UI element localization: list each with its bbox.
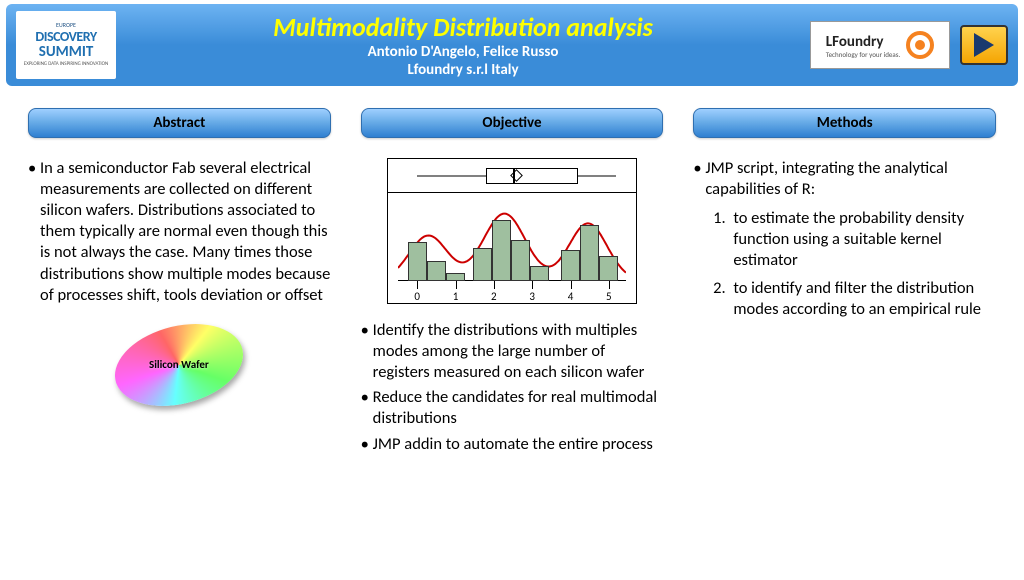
lfoundry-logo: LFoundry Technology for your ideas.	[810, 21, 950, 69]
x-tick-label: 2	[491, 290, 497, 303]
objective-bullet-3: JMP addin to automate the entire process	[361, 434, 664, 455]
methods-body: JMP script, integrating the analytical c…	[693, 158, 996, 320]
abstract-bullet: In a semiconductor Fab several electrica…	[28, 158, 331, 306]
logo-sub: EXPLORING DATA INSPIRING INNOVATION	[24, 62, 108, 68]
x-tick-label: 5	[606, 290, 612, 303]
methods-step-1: to estimate the probability density func…	[729, 208, 996, 271]
play-icon	[974, 33, 994, 57]
discovery-summit-logo: EUROPE DISCOVERY SUMMIT EXPLORING DATA I…	[16, 11, 116, 79]
affiliation: Lfoundry s.r.l Italy	[116, 61, 810, 79]
x-tick-label: 4	[568, 290, 574, 303]
abstract-body: In a semiconductor Fab several electrica…	[28, 158, 331, 404]
objective-bullet-2: Reduce the candidates for real multimoda…	[361, 387, 664, 429]
lfoundry-tagline: Technology for your ideas.	[826, 51, 900, 58]
histogram-bar	[427, 261, 446, 282]
histogram: 0 1 2 3 4 5	[388, 193, 636, 303]
wafer-label: Silicon Wafer	[149, 358, 209, 372]
histogram-bar	[446, 273, 465, 281]
objective-header: Objective	[361, 108, 664, 138]
title-header: EUROPE DISCOVERY SUMMIT EXPLORING DATA I…	[6, 4, 1018, 86]
x-tick	[571, 281, 572, 289]
multimodal-chart: 0 1 2 3 4 5	[387, 158, 637, 304]
x-tick-label: 1	[453, 290, 459, 303]
objective-bullet-1: Identify the distributions with multiple…	[361, 320, 664, 383]
play-button[interactable]	[960, 25, 1008, 65]
histogram-bar	[492, 220, 511, 282]
methods-intro: JMP script, integrating the analytical c…	[693, 158, 996, 200]
methods-header: Methods	[693, 108, 996, 138]
methods-column: Methods JMP script, integrating the anal…	[693, 108, 996, 459]
header-titles: Multimodality Distribution analysis Anto…	[116, 11, 810, 79]
histogram-bar	[408, 242, 427, 281]
x-tick	[417, 281, 418, 289]
content-columns: Abstract In a semiconductor Fab several …	[0, 90, 1024, 469]
histogram-bar	[511, 240, 530, 281]
x-tick-label: 3	[529, 290, 535, 303]
x-tick	[609, 281, 610, 289]
histogram-bar	[530, 266, 549, 281]
x-tick	[532, 281, 533, 289]
x-tick	[494, 281, 495, 289]
objective-column: Objective 0 1 2 3 4 5 Identify the distributi…	[361, 108, 664, 459]
boxplot-box	[486, 168, 578, 184]
histogram-bar	[599, 256, 618, 281]
abstract-column: Abstract In a semiconductor Fab several …	[28, 108, 331, 459]
histogram-bar	[473, 248, 492, 281]
methods-step-2: to identify and filter the distribution …	[729, 278, 996, 320]
x-tick	[456, 281, 457, 289]
wafer-icon: Silicon Wafer	[114, 314, 245, 415]
logo-line1: DISCOVERY	[35, 29, 96, 44]
abstract-header: Abstract	[28, 108, 331, 138]
histogram-bar	[580, 225, 599, 281]
boxplot	[388, 159, 636, 193]
lfoundry-circle-icon	[906, 31, 934, 59]
authors: Antonio D'Angelo, Felice Russo	[116, 43, 810, 61]
lfoundry-name: LFoundry	[826, 33, 900, 51]
x-tick-label: 0	[414, 290, 420, 303]
wafer-illustration: Silicon Wafer	[28, 326, 331, 404]
page-title: Multimodality Distribution analysis	[116, 11, 810, 43]
histogram-bar	[561, 250, 580, 281]
objective-body: Identify the distributions with multiple…	[361, 320, 664, 455]
logo-line2: SUMMIT	[39, 44, 94, 61]
